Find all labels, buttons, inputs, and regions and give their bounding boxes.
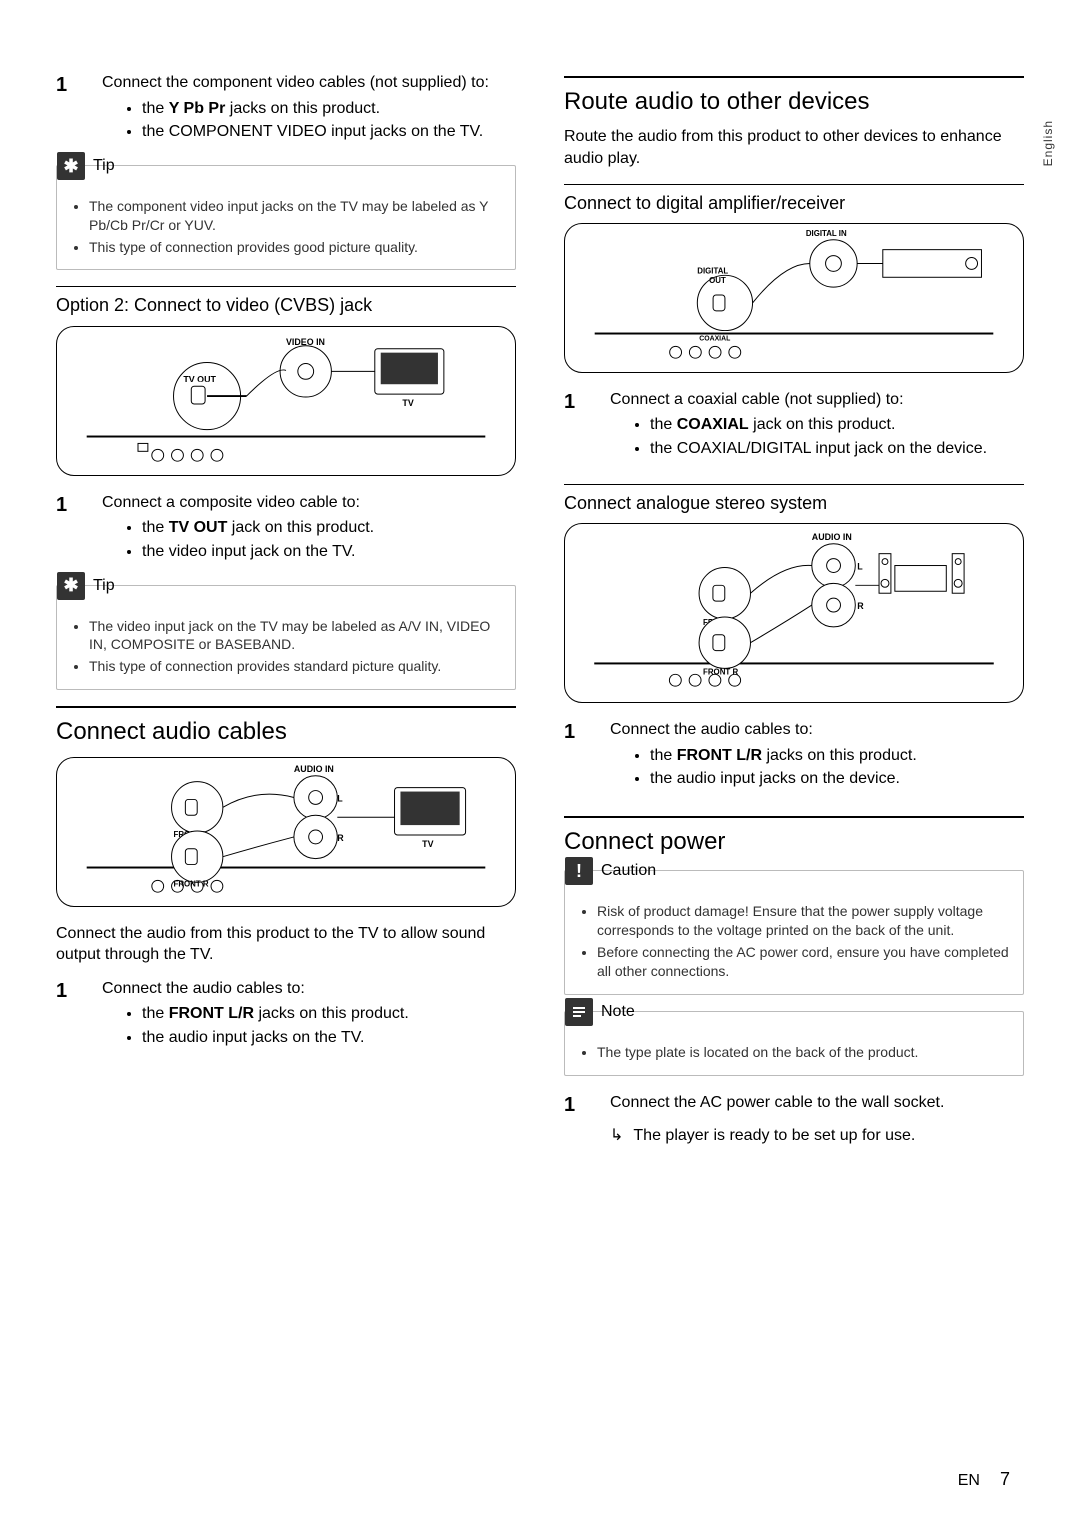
svg-text:R: R bbox=[337, 832, 344, 842]
bullet: the TV OUT jack on this product. bbox=[142, 517, 516, 539]
step-intro: Connect the audio cables to: bbox=[610, 719, 1024, 741]
svg-text:FRONT R: FRONT R bbox=[703, 667, 738, 676]
diagram-audio-tv: FRONT L FRONT R L R AUDIO IN TV bbox=[56, 757, 516, 907]
tip-label: Tip bbox=[93, 575, 115, 597]
option2-heading: Option 2: Connect to video (CVBS) jack bbox=[56, 293, 516, 317]
diagram-analogue: FRONT L FRONT R L R AUDIO IN bbox=[564, 523, 1024, 703]
step-component-video: 1 Connect the component video cables (no… bbox=[56, 72, 516, 153]
svg-text:TV: TV bbox=[402, 398, 413, 408]
result-arrow-icon: ↳ bbox=[610, 1125, 623, 1147]
svg-text:AUDIO IN: AUDIO IN bbox=[812, 532, 852, 542]
bullet: the Y Pb Pr jacks on this product. bbox=[142, 98, 516, 120]
caution-label: Caution bbox=[601, 860, 656, 882]
language-tab: English bbox=[1040, 120, 1056, 166]
footer-lang: EN bbox=[958, 1470, 980, 1492]
tip-bullet: The component video input jacks on the T… bbox=[89, 197, 501, 235]
digital-heading: Connect to digital amplifier/receiver bbox=[564, 191, 1024, 215]
step-number: 1 bbox=[564, 1092, 590, 1119]
caution-bullet: Risk of product damage! Ensure that the … bbox=[597, 902, 1009, 940]
svg-text:AUDIO IN: AUDIO IN bbox=[294, 763, 334, 773]
svg-text:COAXIAL: COAXIAL bbox=[699, 335, 730, 342]
bullet: the video input jack on the TV. bbox=[142, 541, 516, 563]
tip-icon: ✱ bbox=[57, 572, 85, 600]
step-intro: Connect the component video cables (not … bbox=[102, 72, 516, 94]
connect-audio-heading: Connect audio cables bbox=[56, 716, 516, 748]
diagram-digital: DIGITAL OUT COAXIAL DIGITAL IN bbox=[564, 223, 1024, 373]
bullet: the FRONT L/R jacks on this product. bbox=[142, 1003, 516, 1025]
diagram-cvbs: TV OUT VIDEO IN TV bbox=[56, 326, 516, 476]
caution-callout: ! Caution Risk of product damage! Ensure… bbox=[564, 870, 1024, 995]
svg-text:TV OUT: TV OUT bbox=[183, 374, 216, 384]
step-audio-tv: 1 Connect the audio cables to: the FRONT… bbox=[56, 978, 516, 1059]
svg-text:TV: TV bbox=[422, 838, 433, 848]
svg-text:R: R bbox=[857, 601, 864, 611]
route-intro: Route the audio from this product to oth… bbox=[564, 126, 1024, 169]
tip-callout: ✱ Tip The component video input jacks on… bbox=[56, 165, 516, 271]
right-column: Route audio to other devices Route the a… bbox=[564, 60, 1024, 1146]
tip-label: Tip bbox=[93, 155, 115, 177]
connect-power-heading: Connect power bbox=[564, 826, 1024, 858]
tip-bullet: This type of connection provides good pi… bbox=[89, 238, 501, 257]
note-bullet: The type plate is located on the back of… bbox=[597, 1043, 1009, 1062]
footer-page: 7 bbox=[1000, 1467, 1010, 1491]
tip-bullet: This type of connection provides standar… bbox=[89, 657, 501, 676]
step-intro: Connect the AC power cable to the wall s… bbox=[610, 1092, 1024, 1114]
step-composite: 1 Connect a composite video cable to: th… bbox=[56, 492, 516, 573]
step-number: 1 bbox=[56, 72, 82, 153]
result-line: ↳ The player is ready to be set up for u… bbox=[564, 1125, 1024, 1147]
tip-icon: ✱ bbox=[57, 152, 85, 180]
step-intro: Connect a coaxial cable (not supplied) t… bbox=[610, 389, 1024, 411]
step-power: 1 Connect the AC power cable to the wall… bbox=[564, 1092, 1024, 1119]
route-audio-heading: Route audio to other devices bbox=[564, 86, 1024, 118]
caution-icon: ! bbox=[565, 857, 593, 885]
svg-text:DIGITAL IN: DIGITAL IN bbox=[806, 229, 847, 238]
svg-text:L: L bbox=[337, 793, 343, 803]
result-text: The player is ready to be set up for use… bbox=[633, 1125, 915, 1147]
page-footer: EN 7 bbox=[958, 1467, 1010, 1492]
note-icon bbox=[565, 998, 593, 1026]
svg-text:VIDEO IN: VIDEO IN bbox=[286, 337, 325, 347]
note-label: Note bbox=[601, 1001, 635, 1023]
bullet: the COAXIAL jack on this product. bbox=[650, 414, 1024, 436]
step-number: 1 bbox=[56, 978, 82, 1059]
bullet: the audio input jacks on the TV. bbox=[142, 1027, 516, 1049]
step-intro: Connect the audio cables to: bbox=[102, 978, 516, 1000]
svg-text:L: L bbox=[857, 561, 863, 571]
step-coaxial: 1 Connect a coaxial cable (not supplied)… bbox=[564, 389, 1024, 470]
audio-intro: Connect the audio from this product to t… bbox=[56, 923, 516, 966]
step-analogue: 1 Connect the audio cables to: the FRONT… bbox=[564, 719, 1024, 800]
svg-text:OUT: OUT bbox=[709, 276, 726, 285]
bullet: the COAXIAL/DIGITAL input jack on the de… bbox=[650, 438, 1024, 460]
step-number: 1 bbox=[56, 492, 82, 573]
tip-bullet: The video input jack on the TV may be la… bbox=[89, 617, 501, 655]
svg-text:FRONT R: FRONT R bbox=[174, 879, 209, 888]
step-number: 1 bbox=[564, 719, 590, 800]
svg-text:DIGITAL: DIGITAL bbox=[697, 266, 728, 275]
bullet: the FRONT L/R jacks on this product. bbox=[650, 745, 1024, 767]
left-column: 1 Connect the component video cables (no… bbox=[56, 60, 516, 1146]
bullet: the audio input jacks on the device. bbox=[650, 768, 1024, 790]
caution-bullet: Before connecting the AC power cord, ens… bbox=[597, 943, 1009, 981]
step-intro: Connect a composite video cable to: bbox=[102, 492, 516, 514]
note-callout: Note The type plate is located on the ba… bbox=[564, 1011, 1024, 1076]
tip-callout: ✱ Tip The video input jack on the TV may… bbox=[56, 585, 516, 691]
step-number: 1 bbox=[564, 389, 590, 470]
analogue-heading: Connect analogue stereo system bbox=[564, 491, 1024, 515]
bullet: the COMPONENT VIDEO input jacks on the T… bbox=[142, 121, 516, 143]
